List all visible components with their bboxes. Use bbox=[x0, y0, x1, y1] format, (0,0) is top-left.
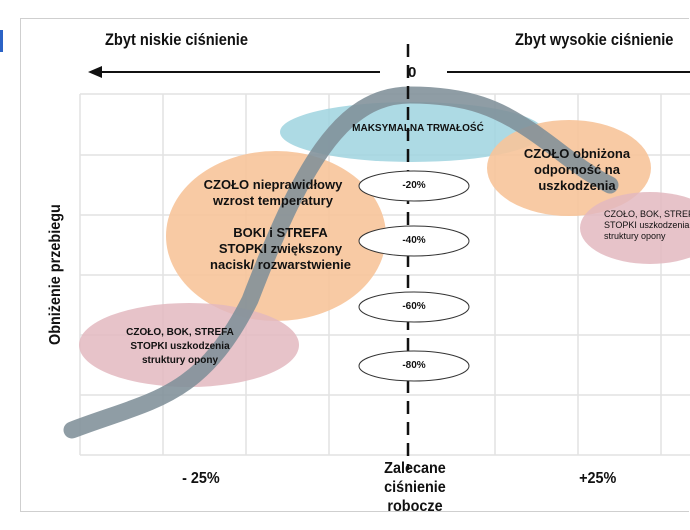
left-damage-text: CZOŁO, BOK, STREFA STOPKI uszkodzenia st… bbox=[126, 327, 234, 366]
level-80: -80% bbox=[402, 360, 426, 371]
boki-stopki-text: BOKI i STREFA STOPKI zwiększony nacisk/ … bbox=[210, 225, 351, 272]
too-high-pressure-label: Zbyt wysokie ciśnienie bbox=[515, 30, 674, 49]
wear-curve bbox=[63, 86, 619, 439]
level-20: -20% bbox=[402, 180, 426, 191]
accent-bar bbox=[0, 30, 3, 52]
zone-right-damage bbox=[580, 192, 690, 264]
direction-arrows bbox=[88, 66, 690, 78]
x-label-plus-25: +25% bbox=[579, 470, 617, 487]
too-low-pressure-label: Zbyt niskie ciśnienie bbox=[105, 30, 249, 49]
czolo-obnizona-text: CZOŁO obniżona odporność na uszkodzenia bbox=[523, 146, 631, 193]
y-axis-label: Obniżenie przebiegu bbox=[47, 204, 64, 345]
level-40: -40% bbox=[402, 235, 426, 246]
x-label-recommended: Zalecane ciśnienie robocze bbox=[384, 460, 446, 515]
right-damage-text: CZOŁO, BOK, STREFA STOPKI uszkodzenia st… bbox=[604, 209, 690, 241]
max-durability-text: MAKSYMALNA TRWAŁOŚĆ bbox=[352, 123, 484, 134]
level-ovals bbox=[358, 170, 470, 382]
level-60: -60% bbox=[402, 301, 426, 312]
x-label-minus-25: - 25% bbox=[182, 470, 220, 487]
czolo-temperature-text: CZOŁO nieprawidłowy wzrost temperatury bbox=[203, 177, 343, 208]
zero-label: 0 bbox=[408, 64, 417, 81]
